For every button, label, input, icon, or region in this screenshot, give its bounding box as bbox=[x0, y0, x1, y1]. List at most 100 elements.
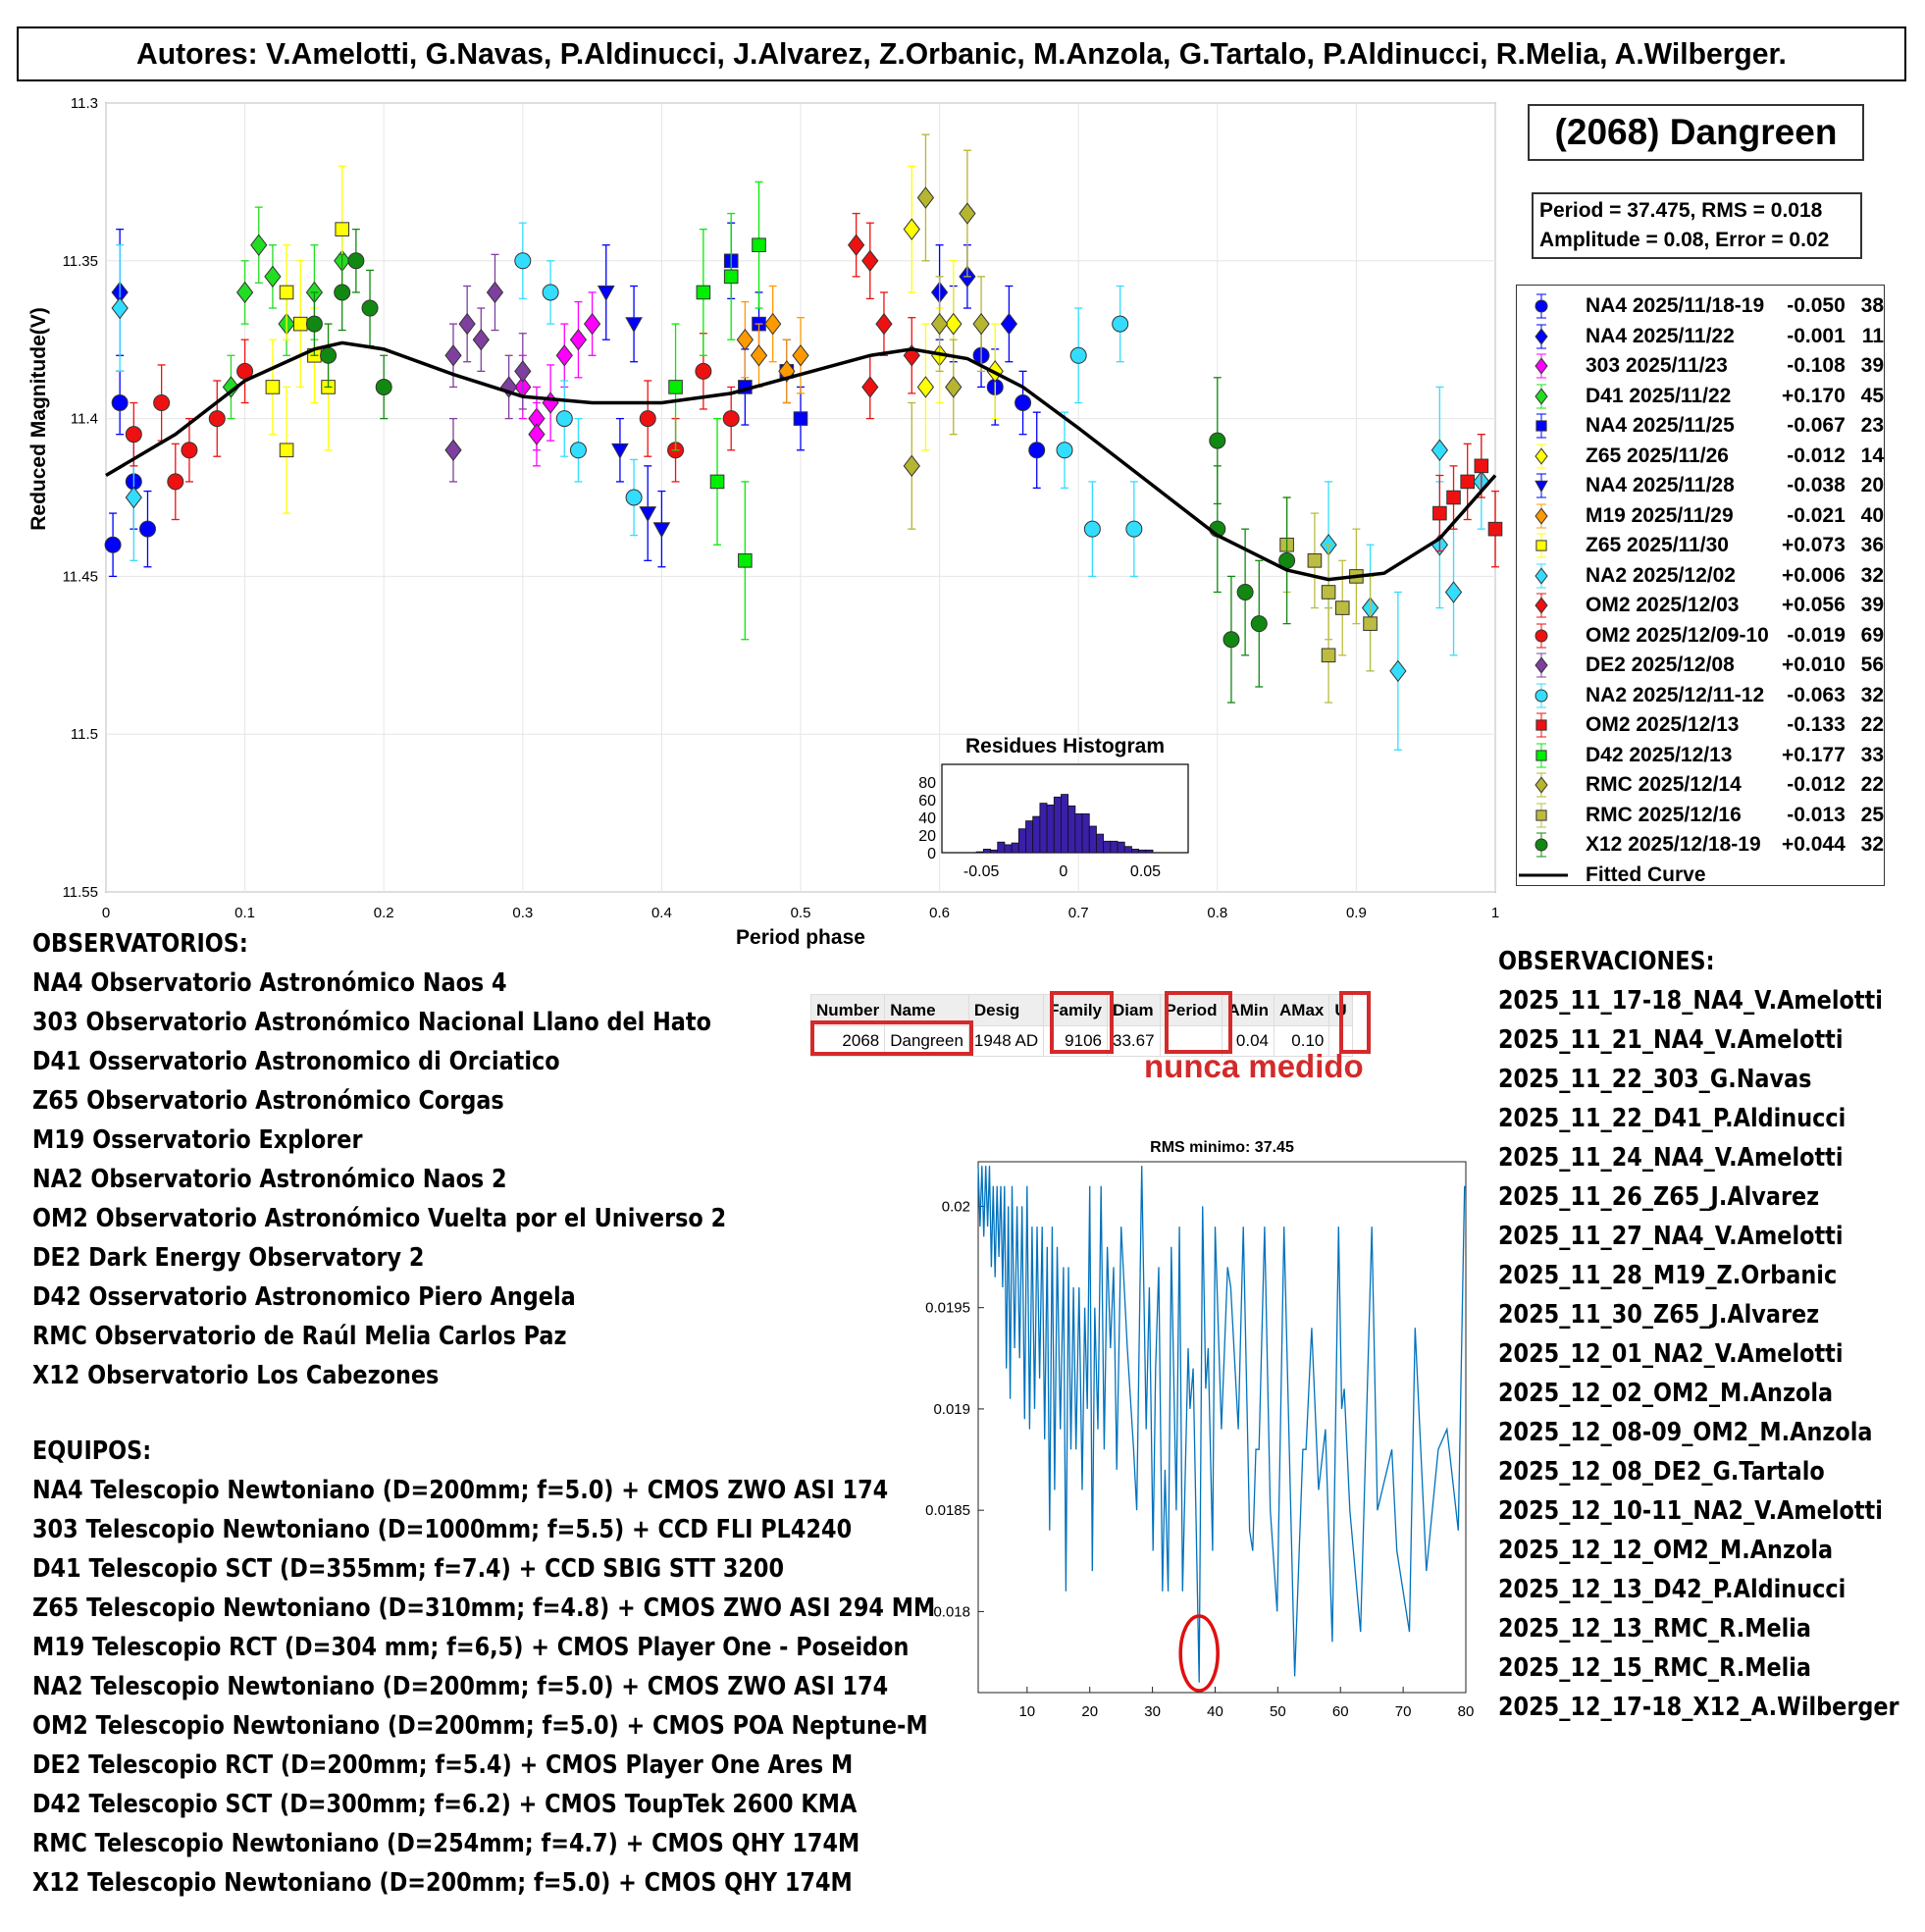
observation-item: 2025_12_13_RMC_R.Melia bbox=[1498, 1614, 1812, 1644]
data-point bbox=[1487, 521, 1503, 537]
series-d42-2025-12-13 bbox=[668, 181, 766, 641]
rms-periodogram: RMS minimo: 37.45 10 20 30 40 50 60 70 80 0.018 0.… bbox=[925, 1139, 1474, 1720]
series-x12-2025-12-18-19 bbox=[305, 228, 1296, 704]
pg-x-tick-label: 20 bbox=[1081, 1703, 1098, 1720]
data-point bbox=[1056, 442, 1073, 459]
legend-offset: +0.177 bbox=[1781, 743, 1846, 766]
data-point bbox=[668, 380, 683, 394]
circle-marker-icon bbox=[1535, 832, 1548, 858]
data-point bbox=[652, 522, 671, 539]
pg-x-tick-label: 40 bbox=[1207, 1703, 1223, 1720]
periodogram-title: RMS minimo: 37.45 bbox=[1150, 1139, 1294, 1156]
data-point bbox=[611, 443, 629, 459]
legend-item: NA4 2025/11/28 -0.038 20 bbox=[1517, 471, 1884, 501]
square-marker-icon bbox=[1535, 743, 1547, 768]
histogram-bar bbox=[1138, 849, 1147, 854]
diamond-marker-icon bbox=[1535, 593, 1548, 618]
data-point bbox=[792, 344, 809, 367]
data-point bbox=[916, 376, 935, 398]
data-point bbox=[500, 376, 518, 398]
data-point bbox=[1432, 505, 1447, 521]
legend-label: D41 2025/11/22 bbox=[1586, 384, 1732, 407]
data-point bbox=[265, 380, 281, 394]
data-point bbox=[555, 410, 573, 428]
minimum-highlight-circle bbox=[1178, 1614, 1220, 1693]
legend-count: 20 bbox=[1860, 474, 1884, 497]
data-point bbox=[444, 344, 462, 367]
legend-label: M19 2025/11/29 bbox=[1586, 503, 1734, 527]
fit-period-rms: Period = 37.475, RMS = 0.018 bbox=[1539, 199, 1823, 222]
histogram-bar bbox=[1067, 805, 1076, 854]
legend-marker bbox=[1535, 507, 1548, 525]
data-point bbox=[334, 284, 351, 301]
data-point bbox=[1474, 458, 1489, 474]
legend-marker bbox=[1535, 420, 1547, 432]
observation-item: 2025_11_27_NA4_V.Amelotti bbox=[1498, 1222, 1844, 1251]
diamond-marker-icon bbox=[1535, 563, 1548, 589]
data-point bbox=[709, 474, 725, 490]
data-point bbox=[1363, 616, 1378, 631]
legend-label: OM2 2025/12/13 bbox=[1586, 713, 1740, 737]
legend-count: 23 bbox=[1860, 414, 1884, 438]
observation-item: 2025_12_08-09_OM2_M.Anzola bbox=[1498, 1418, 1873, 1447]
histogram-bar bbox=[1053, 796, 1062, 854]
highlight-number-name bbox=[810, 1020, 973, 1056]
series-om2-2025-12-13 bbox=[1432, 434, 1503, 568]
highlight-family bbox=[1050, 991, 1114, 1054]
data-point bbox=[320, 346, 338, 364]
data-point bbox=[639, 410, 656, 428]
circle-marker-icon bbox=[1535, 293, 1548, 319]
legend-count: 40 bbox=[1860, 503, 1884, 527]
legend-marker bbox=[1535, 480, 1548, 494]
diamond-marker-icon bbox=[1535, 324, 1548, 349]
histogram-bar bbox=[1110, 840, 1119, 854]
data-point bbox=[125, 426, 142, 444]
equipment-item: D41 Telescopio SCT (D=355mm; f=7.4) + CC… bbox=[32, 1554, 785, 1584]
histogram-bar bbox=[1039, 803, 1048, 854]
legend-item: DE2 2025/12/08 +0.010 56 bbox=[1517, 651, 1884, 681]
legend-item: RMC 2025/12/14 -0.012 22 bbox=[1517, 770, 1884, 801]
equipment-item: NA2 Telescopio Newtoniano (D=200mm; f=5.… bbox=[32, 1672, 889, 1701]
observation-item: 2025_12_17-18_X12_A.Wilberger bbox=[1498, 1693, 1899, 1722]
legend-label: D42 2025/12/13 bbox=[1586, 743, 1733, 766]
table-header: Period bbox=[1159, 994, 1223, 1026]
data-point bbox=[738, 553, 753, 568]
histogram-bar bbox=[1145, 849, 1154, 854]
observaciones-section: OBSERVACIONES: 2025_11_17-18_NA4_V.Amelo… bbox=[1498, 942, 1899, 1727]
square-marker-icon bbox=[1535, 413, 1547, 439]
legend-label: RMC 2025/12/14 bbox=[1586, 773, 1742, 797]
equipment-item: RMC Telescopio Newtoniano (D=254mm; f=4.… bbox=[32, 1829, 860, 1858]
pg-y-tick-label: 0.018 bbox=[933, 1603, 970, 1620]
legend-marker bbox=[1535, 540, 1547, 551]
diamond-marker-icon bbox=[1535, 384, 1548, 409]
observatorios-title: OBSERVATORIOS: bbox=[32, 929, 248, 959]
pg-y-tick-label: 0.0195 bbox=[925, 1300, 970, 1317]
data-point bbox=[722, 410, 740, 428]
data-point bbox=[1000, 312, 1018, 336]
triangle-down-marker-icon bbox=[1535, 473, 1548, 498]
data-point bbox=[1112, 315, 1129, 333]
legend-item: OM2 2025/12/09-10 -0.019 69 bbox=[1517, 621, 1884, 652]
legend-count: 25 bbox=[1860, 803, 1884, 826]
y-axis-label: Reduced Magnitude(V) bbox=[27, 307, 50, 531]
equipment-item: Z65 Telescopio Newtoniano (D=310mm; f=4.… bbox=[32, 1593, 936, 1623]
x-tick-label: 1 bbox=[1491, 905, 1499, 921]
y-tick-label: 11.35 bbox=[63, 253, 98, 270]
data-point bbox=[104, 536, 122, 553]
data-point bbox=[279, 285, 294, 300]
legend-item: OM2 2025/12/03 +0.056 39 bbox=[1517, 591, 1884, 621]
y-tick-label: 11.5 bbox=[71, 726, 98, 743]
observation-item: 2025_11_28_M19_Z.Orbanic bbox=[1498, 1261, 1838, 1290]
legend-label: NA4 2025/11/28 bbox=[1586, 474, 1735, 497]
table-cell: Dangreen bbox=[884, 1025, 969, 1057]
data-point bbox=[625, 317, 643, 334]
observatory-item: NA2 Observatorio Astronómico Naos 2 bbox=[32, 1165, 507, 1194]
pg-x-tick-label: 80 bbox=[1458, 1703, 1475, 1720]
data-point bbox=[555, 344, 573, 367]
data-point bbox=[486, 281, 504, 304]
data-point bbox=[1321, 585, 1336, 600]
series-m19-2025-11-29 bbox=[736, 285, 809, 404]
hist-x-tick-label: 0.05 bbox=[1130, 863, 1161, 880]
legend-count: 32 bbox=[1860, 683, 1884, 706]
x-axis-label: Period phase bbox=[736, 926, 865, 949]
